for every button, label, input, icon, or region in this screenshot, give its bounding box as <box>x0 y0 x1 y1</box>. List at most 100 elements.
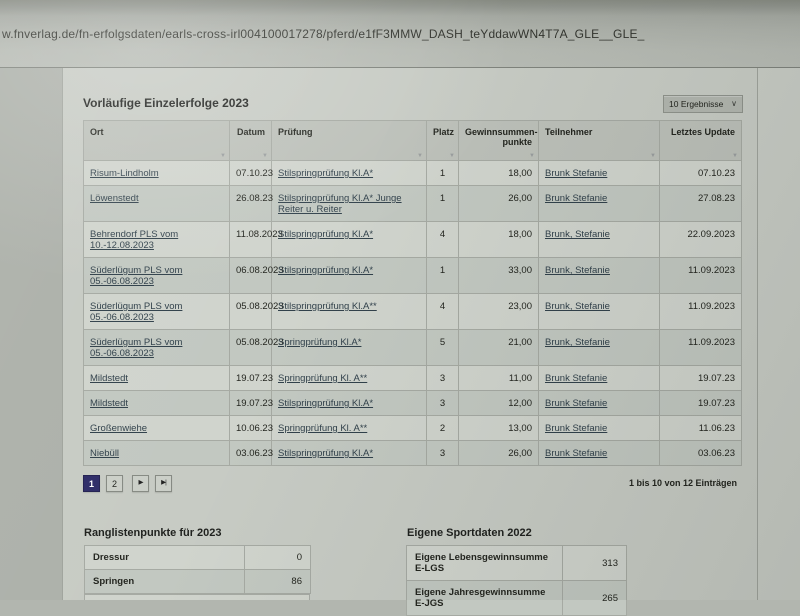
ort-link[interactable]: Süderlügum PLS vom 05.-06.08.2023 <box>90 337 183 359</box>
update-cell: 11.09.2023 <box>659 329 742 366</box>
pruefung-link[interactable]: Stilspringprüfung Kl.A** <box>278 301 377 312</box>
punkte-cell: 21,00 <box>458 329 539 366</box>
address-url[interactable]: w.fnverlag.de/fn-erfolgsdaten/earls-cros… <box>2 27 645 41</box>
table-row: Niebüll 03.06.23 Stilspringprüfung Kl.A*… <box>83 440 742 466</box>
ranglisten-table: Dressur 0 Springen 86 <box>84 545 311 594</box>
table-row: Springen 86 <box>84 569 311 594</box>
sportdaten-value: 313 <box>562 545 627 581</box>
table-row: Süderlügum PLS vom 05.-06.08.2023 05.08.… <box>83 329 742 366</box>
update-cell: 11.09.2023 <box>659 257 742 294</box>
teilnehmer-cell: Brunk Stefanie <box>538 415 660 441</box>
datum-cell: 19.07.23 <box>229 390 273 416</box>
ort-link[interactable]: Süderlügum PLS vom 05.-06.08.2023 <box>90 265 183 287</box>
teilnehmer-cell: Brunk, Stefanie <box>538 221 660 258</box>
teilnehmer-link[interactable]: Brunk, Stefanie <box>545 229 610 240</box>
ort-link[interactable]: Risum-Lindholm <box>90 168 159 179</box>
column-header-pruefung[interactable]: Prüfung ▼ <box>271 120 427 161</box>
table-row: Eigene Lebensgewinnsumme E-LGS 313 <box>406 545 627 581</box>
pruefung-link[interactable]: Springprüfung Kl. A** <box>278 423 368 434</box>
teilnehmer-link[interactable]: Brunk Stefanie <box>545 398 608 409</box>
column-header-platz[interactable]: Platz ▼ <box>426 120 459 161</box>
teilnehmer-link[interactable]: Brunk, Stefanie <box>545 301 610 312</box>
pruefung-cell: Stilspringprüfung Kl.A* <box>271 440 427 466</box>
results-count-select[interactable]: 10 Ergebnisse ∨ <box>663 95 743 113</box>
teilnehmer-cell: Brunk Stefanie <box>538 390 660 416</box>
punkte-cell: 18,00 <box>458 160 539 186</box>
teilnehmer-cell: Brunk, Stefanie <box>538 257 660 294</box>
column-header-gewinnsummenpunkte[interactable]: Gewinnsummen-punkte ▼ <box>458 120 539 161</box>
table-row: Süderlügum PLS vom 05.-06.08.2023 06.08.… <box>83 257 742 294</box>
table-header-row: Ort ▼ Datum ▼ Prüfung ▼ Platz ▼ Gewinnsummen… <box>83 120 742 161</box>
teilnehmer-cell: Brunk Stefanie <box>538 160 660 186</box>
pruefung-link[interactable]: Stilspringprüfung Kl.A* <box>278 265 374 276</box>
page-button-1[interactable]: 1 <box>83 475 100 492</box>
pruefung-link[interactable]: Stilspringprüfung Kl.A* <box>278 398 374 409</box>
datum-cell: 05.08.2023 <box>229 329 284 366</box>
teilnehmer-cell: Brunk Stefanie <box>538 365 660 391</box>
ort-link[interactable]: Mildstedt <box>90 398 129 409</box>
teilnehmer-cell: Brunk, Stefanie <box>538 329 660 366</box>
teilnehmer-link[interactable]: Brunk Stefanie <box>545 423 608 434</box>
update-cell: 11.06.23 <box>659 415 742 441</box>
ort-cell: Behrendorf PLS vom 10.-12.08.2023 <box>83 221 230 258</box>
platz-cell: 5 <box>426 329 459 366</box>
ort-link[interactable]: Großenwiehe <box>90 423 148 434</box>
platz-cell: 4 <box>426 293 459 330</box>
ort-link[interactable]: Löwenstedt <box>90 193 139 204</box>
ort-cell: Niebüll <box>83 440 230 466</box>
teilnehmer-link[interactable]: Brunk, Stefanie <box>545 265 610 276</box>
table-row: Risum-Lindholm 07.10.23 Stilspringprüfun… <box>83 160 742 186</box>
ort-cell: Süderlügum PLS vom 05.-06.08.2023 <box>83 329 230 366</box>
pruefung-cell: Stilspringprüfung Kl.A* Junge Reiter u. … <box>271 185 427 222</box>
platz-cell: 2 <box>426 415 459 441</box>
table-row: Mildstedt 19.07.23 Springprüfung Kl. A**… <box>83 365 742 391</box>
ort-link[interactable]: Behrendorf PLS vom 10.-12.08.2023 <box>90 229 179 251</box>
punkte-cell: 33,00 <box>458 257 539 294</box>
page-right-margin <box>757 68 800 600</box>
pruefung-link[interactable]: Stilspringprüfung Kl.A* <box>278 229 374 240</box>
platz-cell: 3 <box>426 440 459 466</box>
column-header-ort[interactable]: Ort ▼ <box>83 120 230 161</box>
datum-cell: 05.08.2023 <box>229 293 284 330</box>
pruefung-link[interactable]: Stilspringprüfung Kl.A* <box>278 448 374 459</box>
page-left-margin <box>0 68 62 600</box>
datum-cell: 07.10.23 <box>229 160 273 186</box>
pruefung-cell: Stilspringprüfung Kl.A** <box>271 293 427 330</box>
teilnehmer-link[interactable]: Brunk Stefanie <box>545 373 608 384</box>
punkte-cell: 26,00 <box>458 440 539 466</box>
ort-link[interactable]: Mildstedt <box>90 373 129 384</box>
platz-cell: 4 <box>426 221 459 258</box>
teilnehmer-link[interactable]: Brunk Stefanie <box>545 448 608 459</box>
sort-icon: ▼ <box>732 153 738 159</box>
teilnehmer-cell: Brunk, Stefanie <box>538 293 660 330</box>
pruefung-link[interactable]: Springprüfung Kl.A* <box>278 337 362 348</box>
update-cell: 19.07.23 <box>659 365 742 391</box>
next-page-button[interactable]: ▶ <box>132 475 149 492</box>
teilnehmer-cell: Brunk Stefanie <box>538 185 660 222</box>
sportdaten-value: 265 <box>562 580 627 616</box>
datum-cell: 06.08.2023 <box>229 257 284 294</box>
ort-link[interactable]: Niebüll <box>90 448 120 459</box>
teilnehmer-link[interactable]: Brunk Stefanie <box>545 193 608 204</box>
pagination: 1 2 ▶ ▶| <box>83 475 172 492</box>
last-page-button[interactable]: ▶| <box>155 475 172 492</box>
column-header-letztes-update[interactable]: Letztes Update ▼ <box>659 120 742 161</box>
table-row: Großenwiehe 10.06.23 Springprüfung Kl. A… <box>83 415 742 441</box>
pruefung-cell: Springprüfung Kl. A** <box>271 415 427 441</box>
pruefung-link[interactable]: Springprüfung Kl. A** <box>278 373 368 384</box>
column-header-datum[interactable]: Datum ▼ <box>229 120 272 161</box>
pruefung-link[interactable]: Stilspringprüfung Kl.A* <box>278 168 374 179</box>
platz-cell: 3 <box>426 365 459 391</box>
punkte-cell: 11,00 <box>458 365 539 391</box>
pruefung-cell: Stilspringprüfung Kl.A* <box>271 160 427 186</box>
update-cell: 03.06.23 <box>659 440 742 466</box>
pruefung-link[interactable]: Stilspringprüfung Kl.A* Junge Reiter u. … <box>278 193 402 215</box>
teilnehmer-link[interactable]: Brunk, Stefanie <box>545 337 610 348</box>
column-header-teilnehmer[interactable]: Teilnehmer ▼ <box>538 120 660 161</box>
teilnehmer-link[interactable]: Brunk Stefanie <box>545 168 608 179</box>
punkte-cell: 12,00 <box>458 390 539 416</box>
ort-link[interactable]: Süderlügum PLS vom 05.-06.08.2023 <box>90 301 183 323</box>
update-cell: 11.09.2023 <box>659 293 742 330</box>
page-button-2[interactable]: 2 <box>106 475 123 492</box>
last-page-icon: ▶| <box>161 479 167 487</box>
